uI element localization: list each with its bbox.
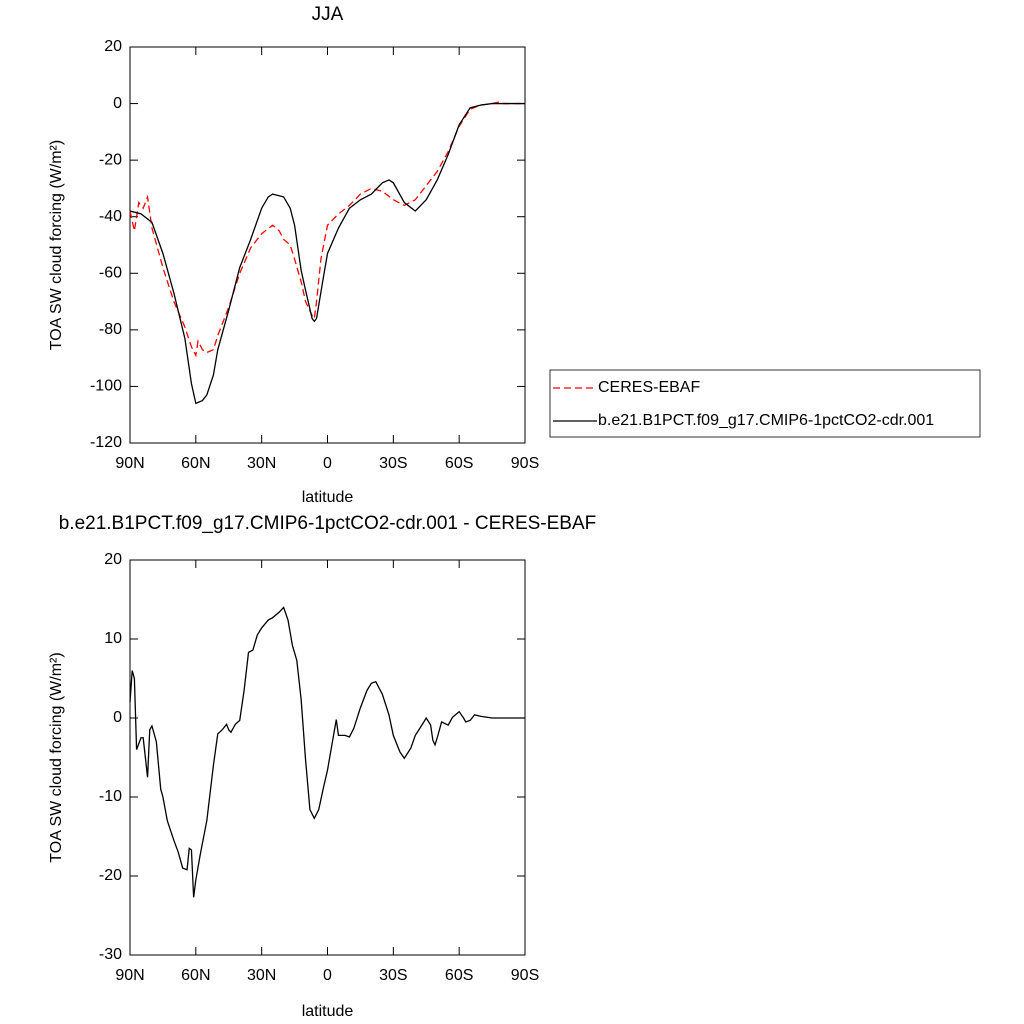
- legend-label: b.e21.B1PCT.f09_g17.CMIP6-1pctCO2-cdr.00…: [598, 412, 934, 429]
- chart-title: JJA: [312, 4, 344, 25]
- y-tick-label: 0: [113, 709, 122, 726]
- x-tick-label: 60S: [445, 967, 473, 984]
- y-axis-label: TOA SW cloud forcing (W/m²): [48, 652, 65, 862]
- y-tick-label: -30: [99, 946, 122, 963]
- x-tick-label: 30S: [379, 967, 407, 984]
- x-tick-label: 90N: [115, 967, 144, 984]
- y-tick-label: 0: [113, 95, 122, 112]
- y-tick-label: -80: [99, 321, 122, 338]
- legend-box: [549, 369, 981, 438]
- x-tick-label: 60N: [181, 967, 210, 984]
- y-axis-label: TOA SW cloud forcing (W/m²): [48, 140, 65, 350]
- y-tick-label: -60: [99, 265, 122, 282]
- x-axis-label: latitude: [302, 1003, 354, 1020]
- plot-frame: [129, 559, 526, 956]
- x-tick-label: 30N: [247, 967, 276, 984]
- x-tick-label: 90S: [511, 455, 539, 472]
- x-tick-label: 0: [323, 455, 332, 472]
- y-tick-label: -10: [99, 788, 122, 805]
- x-tick-label: 0: [323, 967, 332, 984]
- x-tick-label: 60S: [445, 455, 473, 472]
- y-tick-label: -40: [99, 208, 122, 225]
- x-tick-label: 90N: [115, 455, 144, 472]
- plot-frame: [129, 46, 526, 444]
- chart-title: b.e21.B1PCT.f09_g17.CMIP6-1pctCO2-cdr.00…: [59, 513, 597, 534]
- x-tick-label: 60N: [181, 455, 210, 472]
- data-line: [129, 102, 525, 405]
- legend-label: CERES-EBAF: [598, 379, 700, 396]
- y-tick-label: 20: [104, 38, 122, 55]
- x-tick-label: 90S: [511, 967, 539, 984]
- x-tick-label: 30S: [379, 455, 407, 472]
- data-line: [129, 101, 525, 358]
- data-line: [129, 606, 525, 898]
- y-tick-label: -20: [99, 867, 122, 884]
- y-tick-label: -100: [90, 378, 122, 395]
- y-tick-label: -20: [99, 151, 122, 168]
- y-tick-label: 20: [104, 551, 122, 568]
- y-tick-label: 10: [104, 630, 122, 647]
- y-tick-label: -120: [90, 434, 122, 451]
- x-tick-label: 30N: [247, 455, 276, 472]
- x-axis-label: latitude: [302, 489, 354, 506]
